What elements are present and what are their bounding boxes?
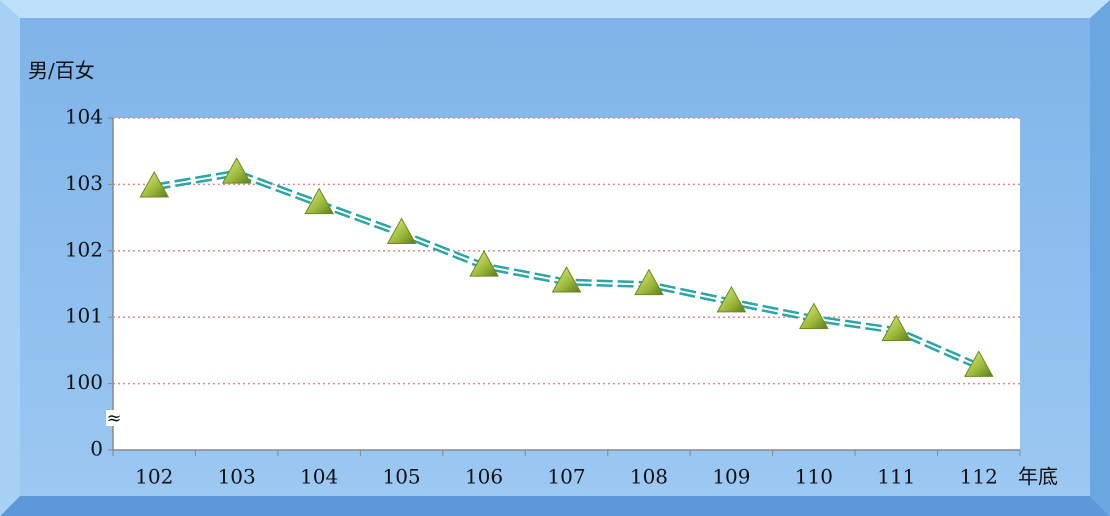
y-tick-label: 103 [65, 171, 103, 195]
marker [799, 302, 829, 330]
x-tick-label: 104 [300, 465, 338, 489]
x-tick-label: 105 [382, 465, 420, 489]
y-tick-label: 104 [65, 105, 103, 129]
marker [304, 187, 334, 215]
marker [963, 350, 994, 377]
bevel-left [0, 0, 20, 516]
axis-break-symbol: ≈ [106, 408, 121, 429]
marker [634, 268, 664, 296]
marker [716, 285, 747, 313]
y-tick-label: 102 [65, 237, 103, 261]
marker [551, 265, 582, 293]
x-tick-label: 111 [877, 465, 915, 489]
marker [139, 171, 170, 198]
marker [881, 314, 912, 341]
x-tick-label: 108 [630, 465, 668, 489]
y-tick-label: 0 [90, 437, 103, 461]
x-tick-label: 106 [465, 465, 503, 489]
x-tick-label: 103 [218, 465, 256, 489]
x-tick-label: 112 [960, 465, 998, 489]
axis-break-bg [106, 410, 122, 426]
x-tick-label: 110 [795, 465, 833, 489]
marker [221, 157, 252, 184]
marker [469, 250, 499, 277]
y-tick-label: 100 [65, 370, 103, 394]
marker [386, 217, 417, 245]
bevel-right [1090, 0, 1110, 516]
y-tick-label: 101 [65, 304, 103, 328]
bevel-bottom [0, 496, 1110, 516]
y-axis-label: 男/百女 [28, 59, 95, 83]
x-tick-label: 102 [135, 465, 173, 489]
x-axis-label: 年底 [1018, 465, 1058, 489]
x-tick-label: 107 [547, 465, 585, 489]
bevel-top [0, 0, 1110, 18]
x-tick-label: 109 [712, 465, 750, 489]
